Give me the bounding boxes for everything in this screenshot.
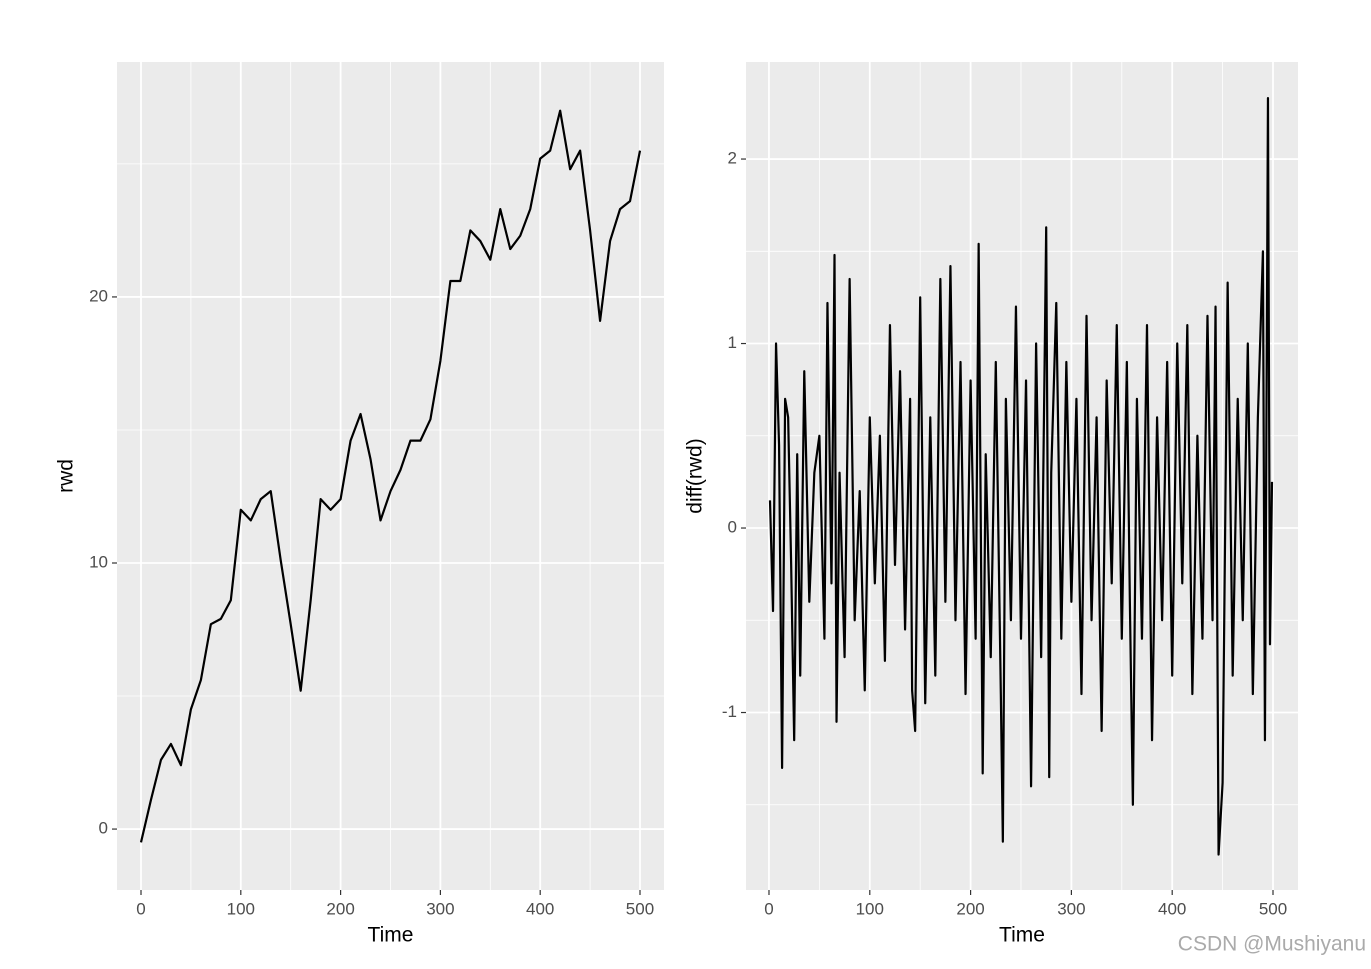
- y-tick-label: 0: [728, 518, 737, 537]
- x-tick-label: 0: [136, 899, 145, 918]
- plot-panel: [746, 62, 1298, 890]
- y-tick-label: 2: [728, 149, 737, 168]
- x-axis-label: Time: [999, 924, 1045, 947]
- x-tick-label: 100: [227, 899, 255, 918]
- y-tick-label: 10: [89, 552, 108, 571]
- x-tick-label: 200: [326, 899, 354, 918]
- y-tick-label: 1: [728, 333, 737, 352]
- x-tick-label: 500: [626, 899, 654, 918]
- x-tick-label: 100: [856, 899, 884, 918]
- x-axis-label: Time: [368, 924, 414, 947]
- x-tick-label: 500: [1259, 899, 1287, 918]
- watermark: CSDN @Mushiyanu: [1178, 933, 1366, 956]
- y-axis-label: rwd: [55, 459, 78, 493]
- data-line: [139, 109, 642, 843]
- x-tick-label: 0: [764, 899, 773, 918]
- y-tick-label: 20: [89, 286, 108, 305]
- x-tick-label: 300: [1057, 899, 1085, 918]
- y-tick-label: 0: [99, 819, 108, 838]
- x-tick-label: 300: [426, 899, 454, 918]
- x-tick-label: 400: [526, 899, 554, 918]
- y-tick-label: -1: [722, 702, 737, 721]
- data-line: [768, 97, 1274, 856]
- x-tick-label: 200: [956, 899, 984, 918]
- y-axis-label: diff(rwd): [684, 438, 707, 513]
- x-tick-label: 400: [1158, 899, 1186, 918]
